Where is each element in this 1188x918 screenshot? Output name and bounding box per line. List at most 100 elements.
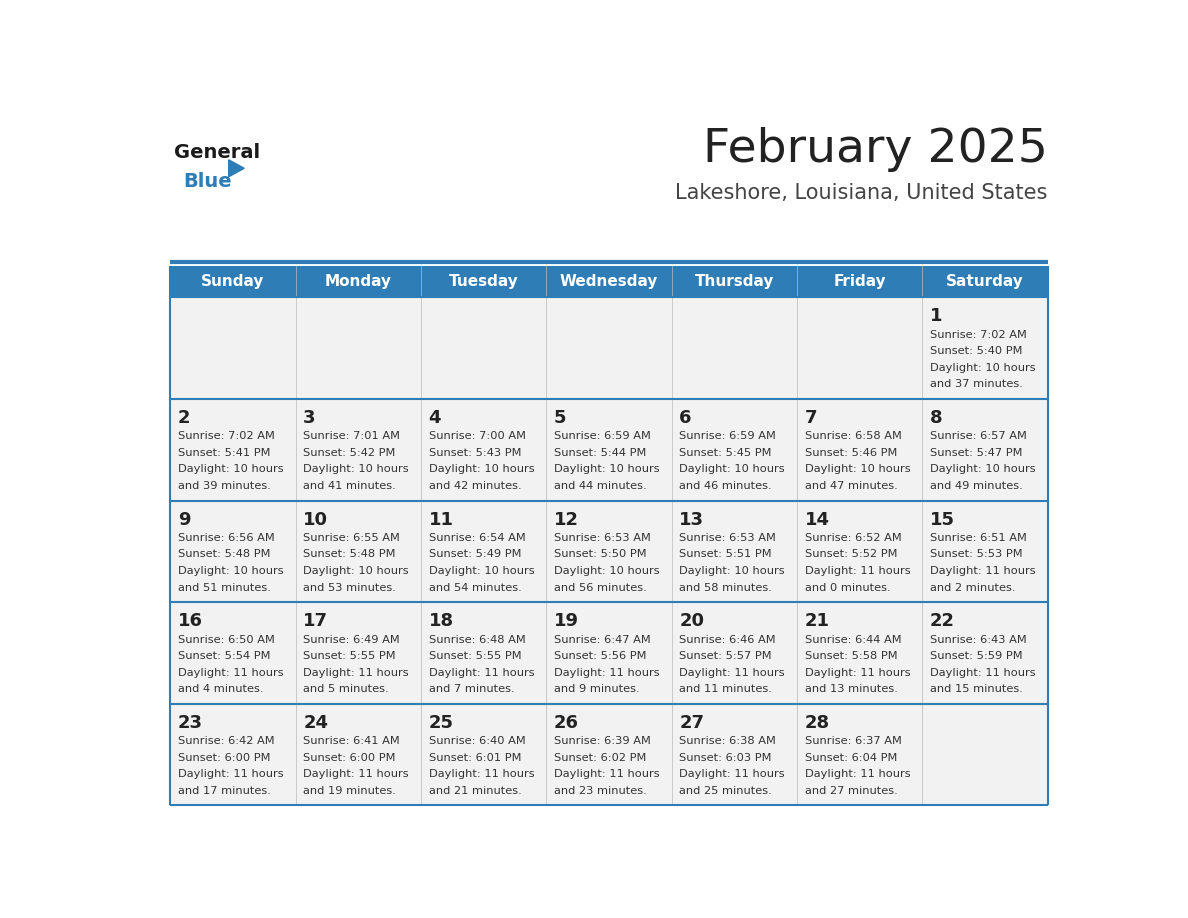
Text: Sunset: 5:57 PM: Sunset: 5:57 PM (680, 651, 772, 661)
Text: Daylight: 11 hours: Daylight: 11 hours (554, 769, 659, 779)
Text: Sunrise: 6:37 AM: Sunrise: 6:37 AM (804, 736, 902, 746)
Text: and 0 minutes.: and 0 minutes. (804, 583, 890, 592)
Text: Sunrise: 6:58 AM: Sunrise: 6:58 AM (804, 431, 902, 442)
Text: Daylight: 11 hours: Daylight: 11 hours (178, 769, 284, 779)
Text: Sunrise: 6:55 AM: Sunrise: 6:55 AM (303, 532, 400, 543)
Text: Sunset: 6:02 PM: Sunset: 6:02 PM (554, 753, 646, 763)
Text: Sunrise: 7:00 AM: Sunrise: 7:00 AM (429, 431, 525, 442)
Text: Sunset: 6:00 PM: Sunset: 6:00 PM (178, 753, 271, 763)
Text: and 46 minutes.: and 46 minutes. (680, 481, 772, 491)
Text: and 41 minutes.: and 41 minutes. (303, 481, 396, 491)
Text: Sunset: 5:46 PM: Sunset: 5:46 PM (804, 448, 897, 458)
Text: and 54 minutes.: and 54 minutes. (429, 583, 522, 592)
Text: Sunrise: 6:44 AM: Sunrise: 6:44 AM (804, 634, 902, 644)
Text: and 17 minutes.: and 17 minutes. (178, 786, 271, 796)
Text: Sunset: 5:59 PM: Sunset: 5:59 PM (930, 651, 1023, 661)
Text: Sunrise: 6:43 AM: Sunrise: 6:43 AM (930, 634, 1026, 644)
Text: 12: 12 (554, 510, 579, 529)
Bar (170, 266, 1048, 297)
Text: Sunrise: 6:59 AM: Sunrise: 6:59 AM (680, 431, 776, 442)
Text: General: General (175, 143, 260, 162)
Text: and 25 minutes.: and 25 minutes. (680, 786, 772, 796)
Text: and 21 minutes.: and 21 minutes. (429, 786, 522, 796)
Text: Daylight: 11 hours: Daylight: 11 hours (680, 769, 785, 779)
Text: Sunset: 6:04 PM: Sunset: 6:04 PM (804, 753, 897, 763)
Text: Sunset: 5:50 PM: Sunset: 5:50 PM (554, 550, 646, 559)
Text: Daylight: 11 hours: Daylight: 11 hours (804, 566, 910, 576)
Text: 28: 28 (804, 714, 829, 732)
Text: Sunrise: 6:42 AM: Sunrise: 6:42 AM (178, 736, 274, 746)
Text: Sunset: 5:40 PM: Sunset: 5:40 PM (930, 346, 1023, 356)
Text: and 19 minutes.: and 19 minutes. (303, 786, 396, 796)
Text: 8: 8 (930, 409, 942, 427)
Text: and 58 minutes.: and 58 minutes. (680, 583, 772, 592)
Text: 25: 25 (429, 714, 454, 732)
Text: Daylight: 10 hours: Daylight: 10 hours (680, 465, 785, 475)
Text: Daylight: 11 hours: Daylight: 11 hours (804, 769, 910, 779)
Text: Sunset: 5:53 PM: Sunset: 5:53 PM (930, 550, 1023, 559)
Text: Sunset: 5:48 PM: Sunset: 5:48 PM (178, 550, 271, 559)
Bar (170, 297, 1048, 399)
Text: Sunrise: 6:50 AM: Sunrise: 6:50 AM (178, 634, 274, 644)
Text: and 7 minutes.: and 7 minutes. (429, 684, 514, 694)
Text: 9: 9 (178, 510, 190, 529)
Text: Monday: Monday (324, 274, 392, 289)
Text: Blue: Blue (183, 173, 232, 191)
Text: Sunset: 5:42 PM: Sunset: 5:42 PM (303, 448, 396, 458)
Text: Daylight: 10 hours: Daylight: 10 hours (429, 566, 535, 576)
Bar (170, 704, 1048, 805)
Text: Wednesday: Wednesday (560, 274, 658, 289)
Text: Daylight: 11 hours: Daylight: 11 hours (930, 667, 1036, 677)
Text: Sunset: 5:41 PM: Sunset: 5:41 PM (178, 448, 271, 458)
Text: 2: 2 (178, 409, 190, 427)
Text: 19: 19 (554, 612, 579, 630)
Text: Sunrise: 6:56 AM: Sunrise: 6:56 AM (178, 532, 274, 543)
Text: 13: 13 (680, 510, 704, 529)
Text: Sunrise: 7:02 AM: Sunrise: 7:02 AM (178, 431, 274, 442)
Text: 26: 26 (554, 714, 579, 732)
Text: Daylight: 10 hours: Daylight: 10 hours (804, 465, 910, 475)
Text: Sunrise: 6:53 AM: Sunrise: 6:53 AM (680, 532, 776, 543)
Text: Sunset: 6:00 PM: Sunset: 6:00 PM (303, 753, 396, 763)
Text: and 11 minutes.: and 11 minutes. (680, 684, 772, 694)
Text: 1: 1 (930, 308, 942, 325)
Text: Sunset: 5:47 PM: Sunset: 5:47 PM (930, 448, 1023, 458)
Bar (170, 399, 1048, 500)
Bar (170, 500, 1048, 602)
Text: Daylight: 10 hours: Daylight: 10 hours (303, 465, 409, 475)
Text: Friday: Friday (833, 274, 886, 289)
Text: February 2025: February 2025 (702, 127, 1048, 172)
Text: Daylight: 10 hours: Daylight: 10 hours (680, 566, 785, 576)
Text: 17: 17 (303, 612, 328, 630)
Text: Daylight: 11 hours: Daylight: 11 hours (178, 667, 284, 677)
Bar (170, 602, 1048, 704)
Text: Saturday: Saturday (946, 274, 1024, 289)
Text: and 13 minutes.: and 13 minutes. (804, 684, 897, 694)
Text: Daylight: 11 hours: Daylight: 11 hours (303, 667, 409, 677)
Text: Sunset: 5:48 PM: Sunset: 5:48 PM (303, 550, 396, 559)
Text: Sunset: 5:55 PM: Sunset: 5:55 PM (429, 651, 522, 661)
Text: Daylight: 11 hours: Daylight: 11 hours (429, 769, 535, 779)
Text: 21: 21 (804, 612, 829, 630)
Text: Sunset: 5:58 PM: Sunset: 5:58 PM (804, 651, 897, 661)
Text: 24: 24 (303, 714, 328, 732)
Text: Daylight: 10 hours: Daylight: 10 hours (554, 566, 659, 576)
Text: Sunrise: 6:39 AM: Sunrise: 6:39 AM (554, 736, 651, 746)
Text: and 44 minutes.: and 44 minutes. (554, 481, 646, 491)
Text: 6: 6 (680, 409, 691, 427)
Text: Sunset: 5:56 PM: Sunset: 5:56 PM (554, 651, 646, 661)
Text: Sunset: 5:55 PM: Sunset: 5:55 PM (303, 651, 396, 661)
Text: Sunrise: 6:46 AM: Sunrise: 6:46 AM (680, 634, 776, 644)
Text: 20: 20 (680, 612, 704, 630)
Text: Sunrise: 6:59 AM: Sunrise: 6:59 AM (554, 431, 651, 442)
Text: Sunrise: 7:02 AM: Sunrise: 7:02 AM (930, 330, 1026, 340)
Text: Sunset: 5:51 PM: Sunset: 5:51 PM (680, 550, 772, 559)
Text: and 51 minutes.: and 51 minutes. (178, 583, 271, 592)
Text: Daylight: 11 hours: Daylight: 11 hours (554, 667, 659, 677)
Text: Lakeshore, Louisiana, United States: Lakeshore, Louisiana, United States (675, 184, 1048, 203)
Text: Daylight: 10 hours: Daylight: 10 hours (303, 566, 409, 576)
Text: and 47 minutes.: and 47 minutes. (804, 481, 897, 491)
Text: and 42 minutes.: and 42 minutes. (429, 481, 522, 491)
Text: Sunrise: 7:01 AM: Sunrise: 7:01 AM (303, 431, 400, 442)
Text: and 37 minutes.: and 37 minutes. (930, 379, 1023, 389)
